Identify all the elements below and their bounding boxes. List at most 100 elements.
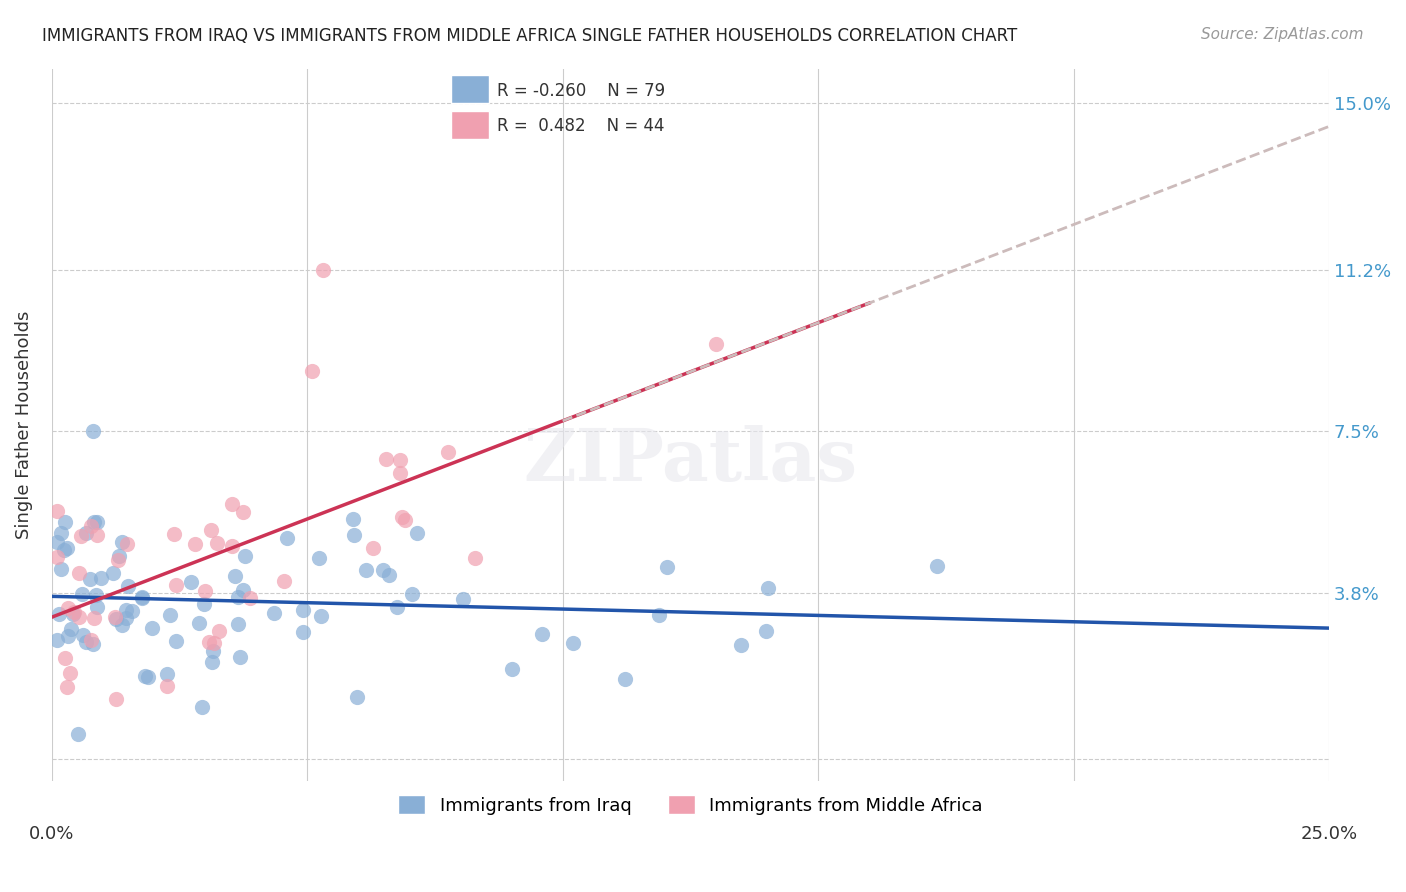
Point [134,669,156,683]
Point [56,601,79,615]
Point [80,633,103,648]
Point [156,679,179,693]
Text: ZIPatlas: ZIPatlas [523,425,858,496]
Text: R =  0.482    N = 44: R = 0.482 N = 44 [498,117,665,135]
Point [165,578,187,592]
Point [51,525,73,540]
Point [121,604,143,618]
Text: Source: ZipAtlas.com: Source: ZipAtlas.com [1201,27,1364,42]
Point [394,512,416,526]
Text: IMMIGRANTS FROM IRAQ VS IMMIGRANTS FROM MIDDLE AFRICA SINGLE FATHER HOUSEHOLDS C: IMMIGRANTS FROM IRAQ VS IMMIGRANTS FROM … [42,27,1018,45]
Point [614,672,637,686]
Point [655,560,678,574]
Point [221,497,243,511]
Point [927,559,949,574]
Point [63,605,86,619]
Point [111,535,134,549]
Point [291,624,314,639]
Point [194,584,217,599]
Point [115,603,138,617]
Point [228,650,250,665]
Point [233,549,256,563]
Point [82,425,104,439]
Point [117,579,139,593]
Point [205,536,228,550]
Point [276,532,298,546]
Text: R = -0.260    N = 79: R = -0.260 N = 79 [498,82,665,100]
Point [83,611,105,625]
Point [105,612,128,626]
Point [308,551,330,566]
Point [89,571,111,585]
Point [75,526,97,541]
Point [111,617,134,632]
Point [82,637,104,651]
Point [53,650,76,665]
Point [371,563,394,577]
Point [437,445,460,459]
Point [131,591,153,605]
Point [86,588,108,602]
Point [59,666,82,681]
Point [228,617,250,632]
Point [131,591,153,606]
Point [263,607,285,621]
Point [198,634,221,648]
Point [405,526,427,541]
Point [375,452,398,467]
Point [104,610,127,624]
Point [183,537,205,551]
Point [45,535,67,549]
Point [163,527,186,541]
Point [107,553,129,567]
Point [165,634,187,648]
Point [104,691,127,706]
Point [115,611,138,625]
Point [342,512,364,526]
Point [391,510,413,524]
Point [79,572,101,586]
Point [45,550,67,565]
Point [273,574,295,588]
Point [208,624,231,639]
Point [346,690,368,704]
Point [239,591,262,606]
Point [221,540,243,554]
Point [67,727,90,741]
Point [75,635,97,649]
Point [756,581,779,595]
Point [363,541,385,555]
Point [224,569,246,583]
Point [309,609,332,624]
Point [561,635,583,649]
Point [48,607,70,622]
Point [159,607,181,622]
Point [232,505,254,519]
Point [86,528,108,542]
Point [72,587,94,601]
Point [51,561,73,575]
Point [226,591,249,605]
Point [501,662,523,676]
Point [232,582,254,597]
Point [67,566,90,581]
Point [62,607,84,621]
Point [648,608,671,623]
Point [754,624,776,638]
Point [136,670,159,684]
Point [354,563,377,577]
Point [200,523,222,537]
Point [191,700,214,714]
Point [115,537,138,551]
Point [55,680,77,694]
Point [464,551,486,566]
Text: 0.0%: 0.0% [30,825,75,843]
Point [53,543,76,558]
Point [202,644,225,658]
Legend: Immigrants from Iraq, Immigrants from Middle Africa: Immigrants from Iraq, Immigrants from Mi… [391,789,990,822]
Point [301,364,323,378]
Point [156,666,179,681]
Point [79,519,101,533]
Point [67,609,90,624]
Text: 25.0%: 25.0% [1301,825,1358,843]
